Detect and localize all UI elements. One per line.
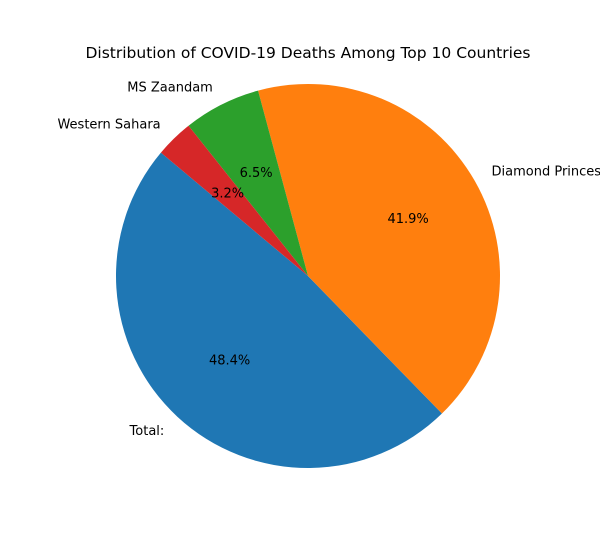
pie-slices [116,83,501,468]
slice-label-total: Total: [129,424,165,439]
slice-percent-ms-zaandam: 6.5% [240,166,273,181]
slice-percent-diamond-princess: 41.9% [387,212,428,227]
slice-percent-western-sahara: 3.2% [211,186,244,201]
slice-percent-total: 48.4% [209,353,250,368]
pie-labels: Total: 48.4% Diamond Princess 41.9% MS Zaand… [57,80,600,438]
pie-slice-western-sahara [160,125,308,276]
slice-label-western-sahara: Western Sahara [57,118,160,133]
pie-slice-ms-zaandam [188,90,308,276]
pie-slice-total [116,152,442,468]
pie-slice-diamond-princess [258,83,501,414]
chart-title: Distribution of COVID-19 Deaths Among To… [85,44,530,62]
slice-label-diamond-princess: Diamond Princess [492,164,600,179]
slice-label-ms-zaandam: MS Zaandam [127,80,213,95]
